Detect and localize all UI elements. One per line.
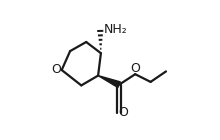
Text: O: O — [51, 63, 61, 76]
Text: O: O — [119, 106, 128, 118]
Text: NH₂: NH₂ — [104, 23, 127, 36]
Polygon shape — [98, 76, 120, 88]
Text: O: O — [130, 62, 140, 75]
